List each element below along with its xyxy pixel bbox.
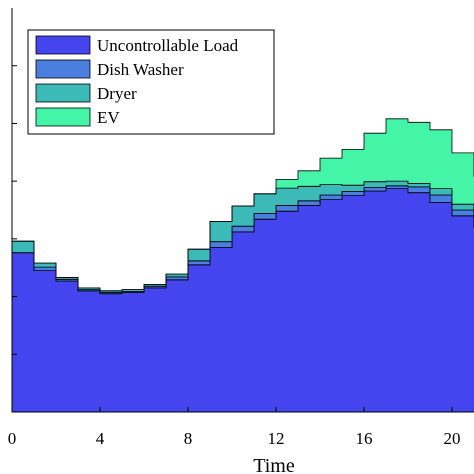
legend-label-ev: EV: [97, 108, 120, 127]
legend-swatch-dish-washer: [35, 59, 91, 79]
legend-label-dish-washer: Dish Washer: [97, 60, 184, 79]
legend-label-dryer: Dryer: [97, 84, 137, 103]
x-axis-ticks: 0 4 8 12 16 20: [8, 407, 461, 448]
legend-label-uncontrollable-load: Uncontrollable Load: [97, 36, 239, 55]
x-tick-label: 12: [268, 429, 285, 448]
legend-swatch-uncontrollable-load: [35, 35, 91, 55]
x-tick-label: 8: [184, 429, 193, 448]
x-tick-label: 16: [356, 429, 373, 448]
series-areas: [11, 118, 474, 413]
legend-swatch-ev: [35, 107, 91, 127]
legend-swatch-dryer: [35, 83, 91, 103]
x-tick-label: 0: [8, 429, 17, 448]
x-tick-label: 20: [444, 429, 461, 448]
area-ev: [12, 118, 474, 292]
x-tick-label: 4: [96, 429, 105, 448]
x-axis-label: Time: [253, 455, 295, 474]
axes: [11, 8, 474, 413]
legend: Uncontrollable Load Dish Washer Dryer EV: [27, 29, 275, 135]
